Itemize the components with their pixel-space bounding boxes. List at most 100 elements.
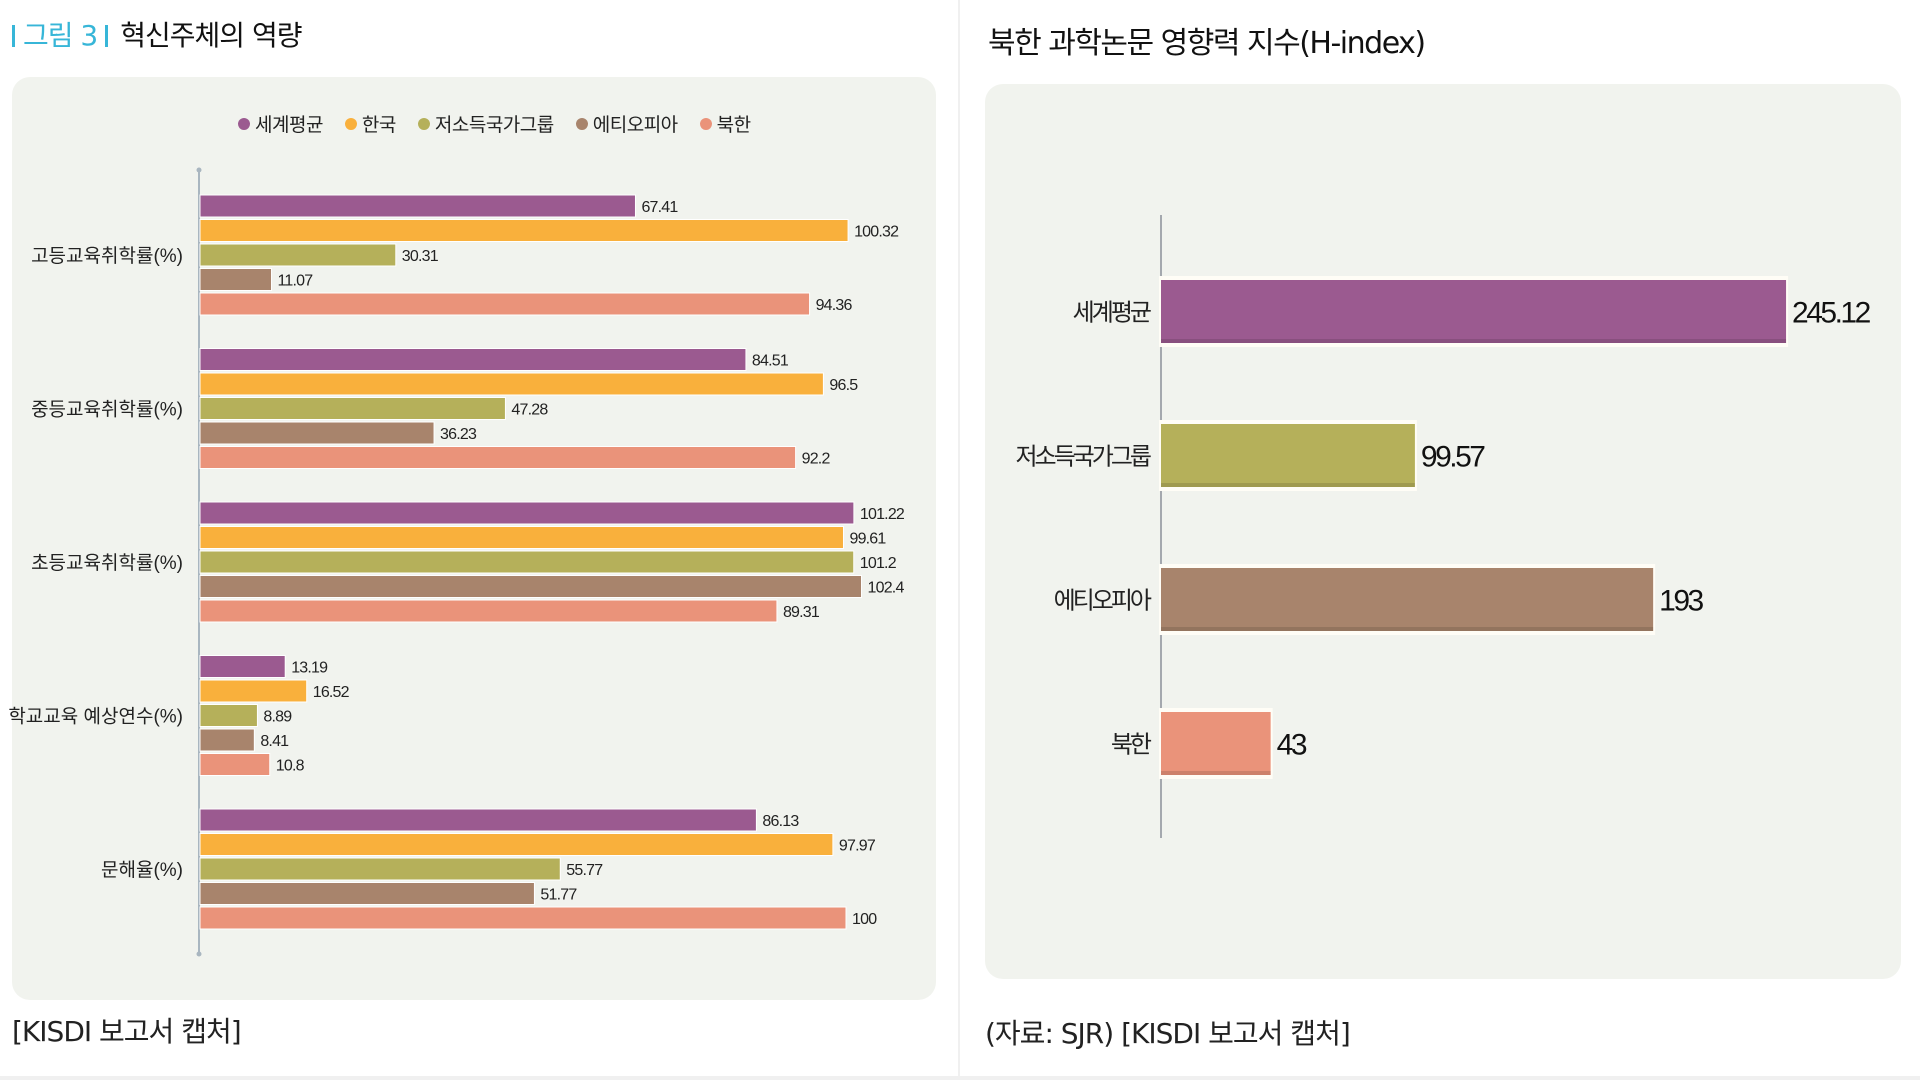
value-label: 102.4 [868, 580, 905, 597]
axis-end-dot [196, 167, 202, 173]
legend-item: 저소득국가그룹 [417, 110, 554, 137]
legend-dot-icon [699, 117, 712, 130]
figure-title: 그림 3 혁신주체의 역량 [12, 14, 302, 54]
value-label: 51.77 [540, 887, 577, 904]
value-label: 13.19 [291, 660, 328, 677]
value-label: 92.2 [802, 451, 831, 468]
bar-shade [1161, 627, 1654, 631]
bar-1-0 [199, 219, 849, 242]
bar-0-1 [199, 348, 747, 371]
legend-label: 한국 [361, 114, 396, 136]
value-label: 43 [1277, 729, 1307, 762]
category-label: 초등교육취학률(%) [31, 552, 183, 574]
legend-item: 한국 [344, 110, 396, 137]
panel-divider [958, 0, 960, 1080]
bar-4-0 [199, 292, 811, 316]
value-label: 100 [852, 911, 877, 928]
value-label: 96.5 [829, 377, 858, 394]
legend-label: 세계평균 [255, 114, 323, 136]
value-label: 16.52 [313, 684, 350, 701]
legend-label: 저소득국가그룹 [434, 114, 554, 136]
value-label: 36.23 [440, 426, 477, 443]
value-label: 67.41 [641, 199, 678, 216]
right-bar-chart: 세계평균 245.12 저소득국가그룹 99.57 에티오피아 193 북한 43 [1015, 215, 1873, 838]
axis-end-dot [196, 951, 202, 957]
category-label: 세계평균 [1073, 300, 1151, 327]
category-label: 저소득국가그룹 [1015, 444, 1150, 471]
value-label: 89.31 [783, 604, 820, 621]
value-label: 84.51 [752, 353, 789, 370]
value-label: 11.07 [278, 273, 314, 290]
value-label: 245.12 [1792, 297, 1871, 330]
bar-1-2 [199, 526, 844, 549]
legend-dot-icon [238, 117, 250, 130]
bar-3 [1161, 712, 1271, 775]
bar-2-4 [199, 857, 561, 881]
bar-2-1 [199, 397, 506, 420]
value-label: 86.13 [762, 813, 799, 830]
left-caption: [KISDI 보고서 캡처] [12, 1015, 242, 1048]
legend-label: 북한 [716, 114, 751, 136]
title-bar-marker [12, 25, 15, 47]
bar-0-2 [199, 501, 855, 525]
legend-label: 에티오피아 [592, 114, 678, 136]
category-label: 학교교육 예상연수(%) [8, 706, 183, 728]
value-label: 94.36 [816, 297, 853, 314]
bar-2-2 [199, 550, 855, 574]
legend-dot-icon [575, 117, 588, 130]
bar-1-3 [199, 679, 308, 703]
value-label: 8.41 [260, 733, 289, 750]
bar-2-0 [199, 243, 397, 267]
bar-1 [1161, 424, 1415, 487]
bar-3-0 [199, 268, 273, 291]
value-label: 101.2 [860, 555, 897, 572]
bar-shade [1161, 483, 1415, 487]
category-label: 에티오피아 [1054, 588, 1152, 615]
value-label: 99.61 [849, 531, 886, 548]
category-label: 북한 [1111, 732, 1152, 759]
bar-4-3 [199, 753, 271, 776]
bar-1-1 [199, 372, 824, 396]
bar-4-1 [199, 446, 797, 469]
bar-3-1 [199, 421, 435, 445]
figure-name: 혁신주체의 역량 [120, 19, 302, 52]
left-bar-chart: 고등교육취학률(%) 67.41 100.32 30.31 11.07 94.36 중등교육… [8, 167, 906, 957]
bar-2-3 [199, 704, 258, 727]
value-label: 193 [1659, 585, 1703, 618]
bottom-border [0, 1076, 1920, 1080]
bar-1-4 [199, 833, 834, 856]
value-label: 97.97 [839, 838, 876, 855]
value-label: 101.22 [860, 506, 905, 523]
bar-4-2 [199, 599, 778, 623]
value-label: 55.77 [566, 862, 603, 879]
value-label: 47.28 [511, 402, 548, 419]
value-label: 99.57 [1421, 441, 1485, 474]
legend-item: 세계평균 [238, 110, 323, 137]
value-label: 100.32 [854, 224, 899, 241]
right-chart-panel [985, 84, 1901, 979]
title-bar-marker [105, 25, 109, 47]
right-caption: (자료: SJR) [KISDI 보고서 캡처] [985, 1017, 1351, 1050]
legend-item: 에티오피아 [575, 110, 678, 137]
bar-0-3 [199, 655, 286, 678]
bar-3-4 [199, 882, 535, 905]
bar-3-3 [199, 728, 255, 752]
figure-tag: 그림 3 [23, 19, 98, 52]
legend-item: 북한 [699, 110, 751, 137]
bar-4-4 [199, 906, 847, 930]
bar-shade [1161, 771, 1271, 775]
bar-0 [1161, 280, 1787, 343]
legend-dot-icon [417, 117, 430, 130]
chart-legend: 세계평균 한국 저소득국가그룹 에티오피아 북한 [238, 110, 751, 137]
right-figure-title: 북한 과학논문 영향력 지수(H-index) [988, 26, 1426, 61]
bar-0-0 [199, 194, 636, 218]
bar-2 [1161, 568, 1654, 631]
value-label: 10.8 [276, 758, 305, 775]
value-label: 8.89 [263, 709, 292, 726]
legend-dot-icon [344, 117, 357, 130]
category-label: 중등교육취학률(%) [31, 399, 183, 421]
bar-3-2 [199, 575, 863, 598]
category-label: 문해율(%) [101, 859, 183, 881]
category-label: 고등교육취학률(%) [31, 245, 183, 267]
bar-shade [1161, 339, 1787, 343]
